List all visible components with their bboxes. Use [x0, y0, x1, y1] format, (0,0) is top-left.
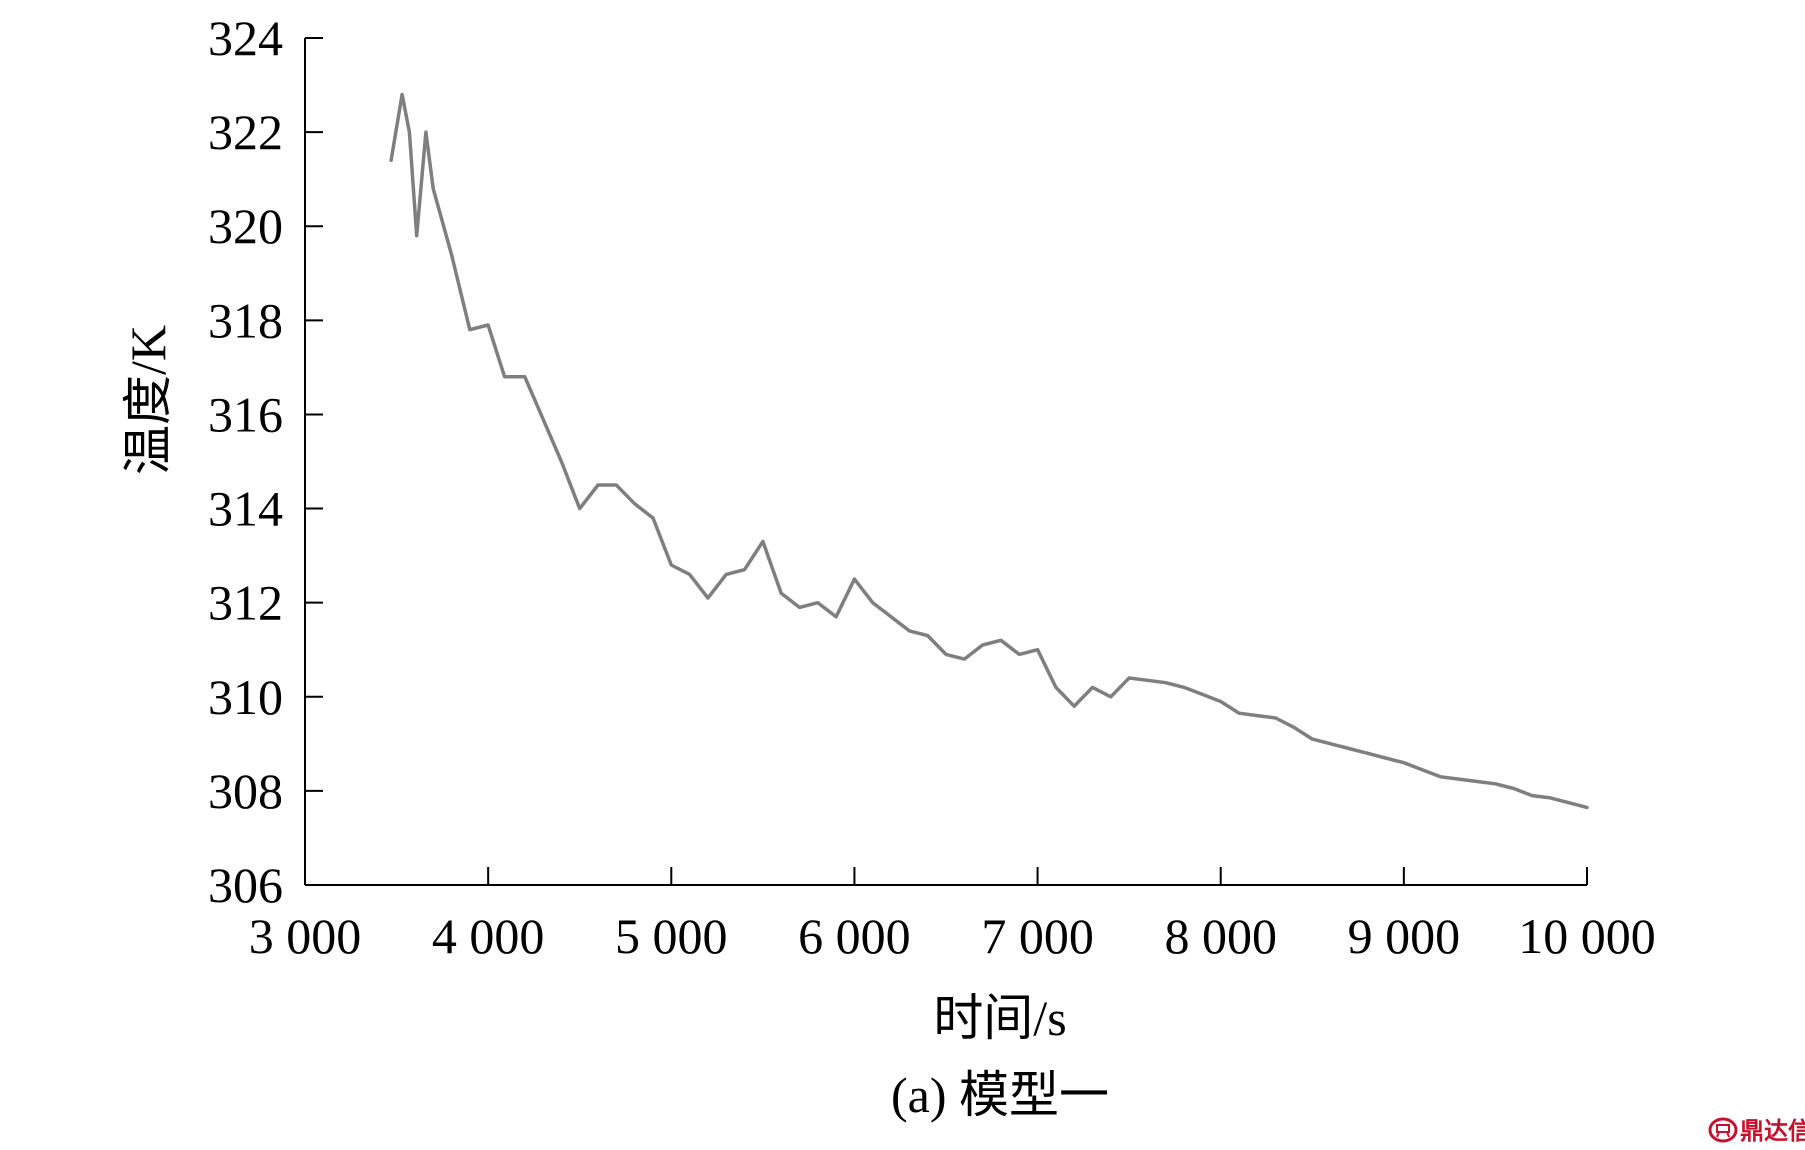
- x-axis: 3 000 4 000 5 000 6 000 7 000 8 000 9 000 10 00…: [249, 867, 1656, 964]
- x-tick-label: 5 000: [615, 908, 728, 964]
- series-line: [389, 92, 1589, 810]
- watermark: 鼎达信: [1708, 1117, 1805, 1145]
- x-tick-label: 10 000: [1518, 908, 1656, 964]
- figure-caption: (a) 模型一: [891, 1067, 1109, 1123]
- y-axis-title: 温度/K: [120, 325, 176, 475]
- y-tick-label: 320: [208, 198, 283, 254]
- y-tick-label: 310: [208, 669, 283, 725]
- plot-area: [389, 92, 1589, 810]
- y-tick-label: 306: [208, 857, 283, 913]
- y-tick-label: 316: [208, 386, 283, 442]
- y-tick-label: 324: [208, 10, 283, 66]
- y-tick-label: 312: [208, 575, 283, 631]
- y-tick-label: 322: [208, 104, 283, 160]
- x-tick-label: 8 000: [1164, 908, 1277, 964]
- ding-seal-icon: [1708, 1117, 1738, 1143]
- x-tick-label: 4 000: [432, 908, 545, 964]
- watermark-text: 鼎达信: [1740, 1117, 1805, 1145]
- x-tick-label: 6 000: [798, 908, 911, 964]
- y-tick-label: 318: [208, 292, 283, 348]
- x-tick-label: 7 000: [981, 908, 1094, 964]
- x-tick-label: 9 000: [1348, 908, 1461, 964]
- y-axis: 306 308 310 312 314 316 318 320 322 324: [208, 10, 323, 913]
- y-tick-label: 314: [208, 481, 283, 537]
- x-axis-title: 时间/s: [933, 990, 1066, 1046]
- x-tick-label: 3 000: [249, 908, 362, 964]
- y-tick-label: 308: [208, 763, 283, 819]
